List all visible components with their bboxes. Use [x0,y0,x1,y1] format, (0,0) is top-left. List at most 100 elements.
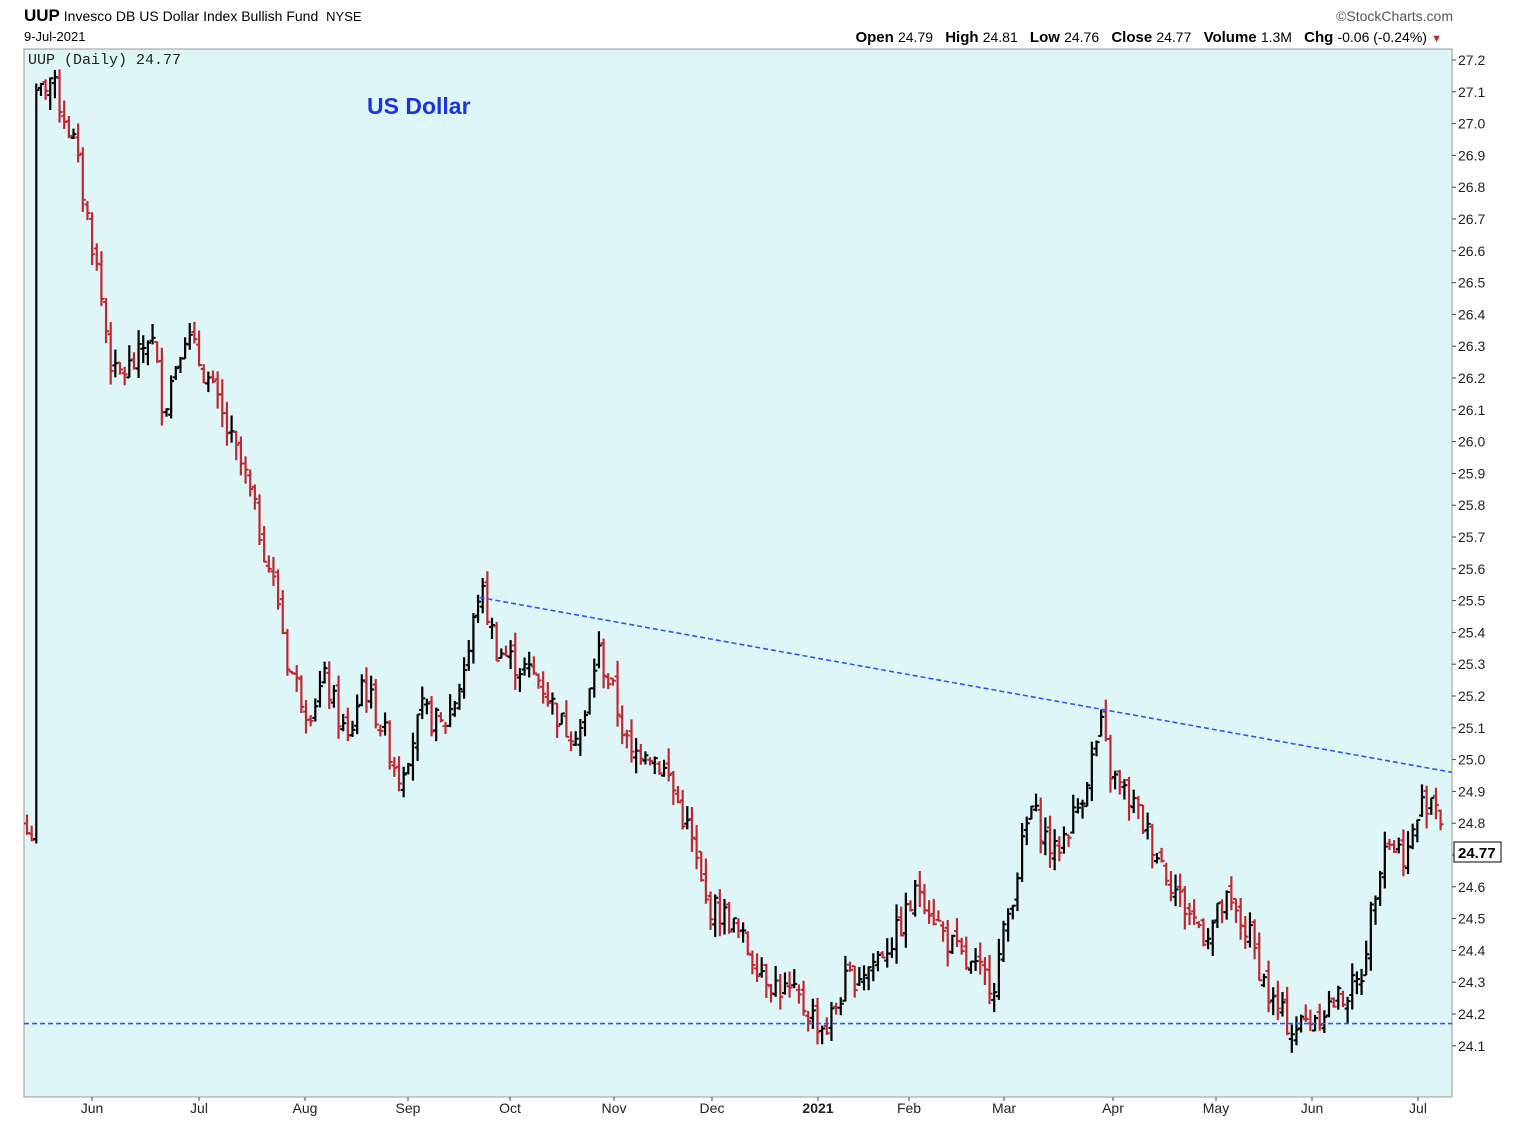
price-bar [433,707,440,742]
x-axis: Jun Jul Aug Sep Oct Nov Dec 2021 Feb Mar Apr May Jun… [81,1097,1427,1116]
price-bar [1395,837,1402,854]
price-bar [1242,916,1249,949]
price-bar [1326,990,1332,1018]
price-bar [512,632,519,690]
y-tick-label: 26.1 [1458,402,1485,418]
price-bar [1153,853,1160,864]
price-bar [1195,921,1202,929]
price-bar [1349,963,1356,1010]
price-bar [819,1025,826,1045]
y-tick-label: 24.2 [1458,1006,1485,1022]
open-value: 24.79 [897,29,934,45]
price-bar [544,681,551,707]
price-bar [1298,1014,1305,1033]
down-arrow-icon: ▼ [1431,33,1442,45]
price-bar [549,692,556,715]
exchange: NYSE [326,9,362,24]
price-bar [851,965,858,998]
y-tick-label: 24.6 [1458,879,1485,895]
price-bar [605,673,612,690]
price-bar [84,200,91,221]
price-bar [763,963,770,998]
price-bar [186,323,193,350]
price-bar [270,556,277,586]
price-bar [1423,785,1430,829]
price-bar [107,322,114,385]
price-bar [1246,912,1253,948]
y-tick-label: 24.9 [1458,783,1485,799]
x-tick-label: Jun [1301,1100,1324,1116]
y-tick-label: 26.9 [1458,147,1485,163]
price-bar [1088,741,1095,802]
price-bar [1279,992,1286,1017]
y-tick-label: 25.3 [1458,656,1485,672]
price-bar [242,456,249,484]
price-bar [396,756,402,792]
price-bar [726,901,733,934]
price-bar [786,971,793,998]
price-bar [89,212,96,266]
price-bar [721,898,728,935]
price-bar [1158,847,1165,863]
close-label: Close [1111,29,1153,46]
price-bar [1265,960,1272,1013]
y-tick-label: 27.2 [1458,52,1485,68]
high-value: 24.81 [982,29,1018,45]
price-bar [479,577,486,614]
price-bar [456,683,463,710]
price-bar [795,984,802,1004]
volume-label: Volume [1203,29,1257,46]
price-bar [665,748,672,782]
y-tick-label: 26.8 [1458,179,1485,195]
price-bar [805,1011,812,1032]
price-bar [1079,799,1086,819]
price-bar [461,657,468,699]
price-bar [754,953,761,982]
price-bar [847,961,854,972]
price-bar [1339,990,1346,1008]
y-tick-label: 27.0 [1458,116,1485,132]
price-bar [540,671,547,704]
price-bar [582,710,588,737]
price-bar [1084,782,1091,808]
price-bar [1321,1010,1328,1033]
price-bar [595,631,602,669]
price-bar [1191,899,1198,926]
price-bar [870,953,877,982]
price-bar [103,298,110,344]
price-bar [1005,908,1012,942]
price-bar [451,701,458,717]
price-bar [65,116,72,139]
price-bar [1074,798,1081,814]
ticker-symbol: UUP [24,6,60,25]
y-tick-label: 26.3 [1458,338,1485,354]
price-bar [670,770,677,805]
descending-trendline [479,596,1453,774]
price-bar [1358,968,1365,996]
price-bar [75,123,82,163]
price-bar [823,1017,830,1035]
x-tick-label: Apr [1102,1100,1124,1116]
price-bar [1274,980,1281,1021]
price-bar [447,694,454,728]
y-tick-label: 25.4 [1458,624,1485,640]
price-bar [1381,831,1388,889]
price-bar [475,594,482,623]
price-bar [1023,816,1030,846]
low-value: 24.76 [1064,29,1100,45]
price-bar [856,967,863,986]
price-bar [1033,793,1040,812]
price-bar [1121,779,1128,800]
y-tick-label: 24.1 [1458,1038,1485,1054]
price-bar [1372,895,1379,925]
price-bar [316,671,323,708]
price-bar [1037,797,1044,854]
price-bar [995,938,1002,1000]
price-bar [777,973,784,1010]
chg-label: Chg [1304,29,1334,46]
price-bar [572,731,579,747]
price-bar [1302,1004,1309,1023]
price-bar [1144,812,1151,840]
price-bar [698,850,705,882]
price-bar [1107,734,1114,793]
